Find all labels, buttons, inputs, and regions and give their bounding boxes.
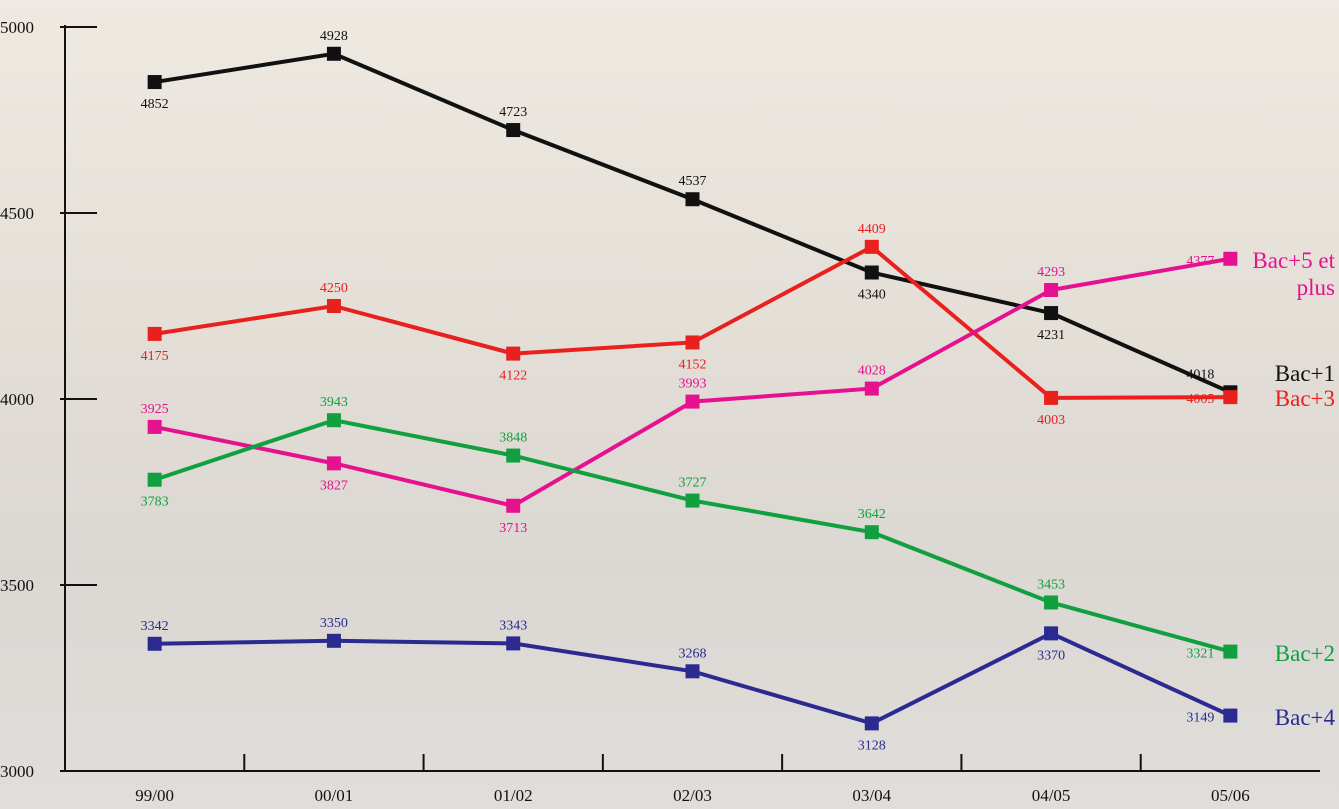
data-label: 4723 [499,105,527,120]
point-marker [506,636,520,650]
point-marker [686,494,700,508]
point-marker [506,123,520,137]
x-tick-label: 01/02 [494,786,533,805]
point-marker [506,499,520,513]
data-label: 4293 [1037,265,1065,280]
x-tick-label: 02/03 [673,786,712,805]
point-marker [148,327,162,341]
data-label: 3713 [499,521,527,536]
y-tick-label: 3000 [0,762,34,781]
point-marker [506,449,520,463]
data-label: 4852 [141,97,169,112]
data-label: 4409 [858,222,886,237]
data-label: 3925 [141,402,169,417]
data-label: 3453 [1037,577,1065,592]
point-marker [865,525,879,539]
point-marker [865,240,879,254]
x-tick-label: 04/05 [1032,786,1071,805]
point-marker [686,335,700,349]
data-label: 4028 [858,364,886,379]
data-label: 4005 [1186,392,1214,407]
point-marker [686,192,700,206]
data-label: 4122 [499,369,527,384]
point-marker [327,456,341,470]
data-label: 3342 [141,619,169,634]
point-marker [148,637,162,651]
data-label: 3343 [499,618,527,633]
point-marker [865,266,879,280]
point-marker [865,382,879,396]
point-marker [865,716,879,730]
data-label: 4231 [1037,328,1065,343]
point-marker [327,413,341,427]
data-label: 3993 [679,377,707,392]
legend-entry: Bac+4 [1235,704,1335,731]
data-label: 3848 [499,431,527,446]
x-tick-label: 03/04 [852,786,891,805]
x-tick-label: 99/00 [135,786,174,805]
data-label: 3943 [320,395,348,410]
data-label: 3370 [1037,648,1065,663]
legend-entry: Bac+3 [1235,385,1335,412]
x-tick-label: 00/01 [315,786,354,805]
data-label: 3783 [141,495,169,510]
data-label: 4928 [320,29,348,44]
point-marker [1044,283,1058,297]
data-label: 4250 [320,281,348,296]
data-label: 4377 [1186,254,1214,269]
point-marker [148,75,162,89]
point-marker [1044,391,1058,405]
data-label: 4175 [141,349,169,364]
y-tick-label: 3500 [0,576,34,595]
y-tick-label: 4500 [0,204,34,223]
data-label: 4018 [1186,367,1214,382]
data-label: 3128 [858,738,886,753]
point-marker [1044,626,1058,640]
data-label: 3268 [679,646,707,661]
data-label: 4003 [1037,413,1065,428]
legend-entry: Bac+2 [1235,640,1335,667]
chart-page: 3000 3500 4000 4500 5000 99/00 00/01 01/02 02/03… [0,0,1339,809]
y-tick-label: 4000 [0,390,34,409]
legend-entry: Bac+5 et plus [1235,247,1335,301]
point-marker [506,347,520,361]
data-label: 3642 [858,507,886,522]
point-marker [327,299,341,313]
legend-entry: Bac+1 [1235,360,1335,387]
point-marker [148,420,162,434]
data-label: 3350 [320,616,348,631]
data-label: 3321 [1186,647,1214,662]
y-tick-label: 5000 [0,18,34,37]
point-marker [686,664,700,678]
x-tick-label: 05/06 [1211,786,1250,805]
data-label: 3727 [679,476,707,491]
point-marker [327,47,341,61]
data-label: 4152 [679,357,707,372]
photo-veil [0,0,1339,809]
data-label: 4340 [858,288,886,303]
point-marker [327,634,341,648]
data-label: 3827 [320,478,348,493]
point-marker [148,473,162,487]
chart: 3000 3500 4000 4500 5000 99/00 00/01 01/02 02/03… [0,0,1339,809]
point-marker [686,395,700,409]
point-marker [1044,306,1058,320]
point-marker [1044,595,1058,609]
data-label: 3149 [1186,711,1214,726]
data-label: 4537 [679,174,707,189]
